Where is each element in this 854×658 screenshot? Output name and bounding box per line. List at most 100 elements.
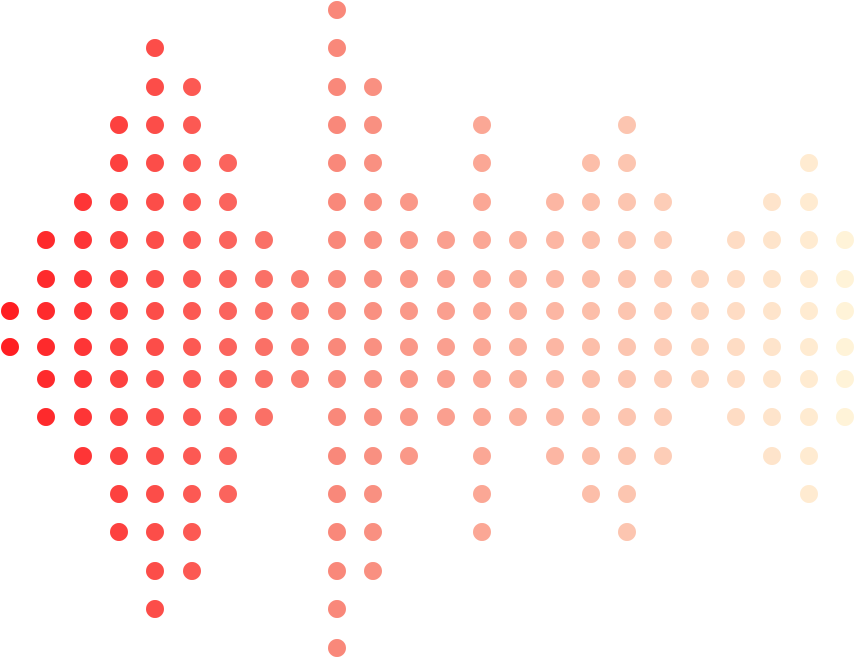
dot (109, 370, 128, 388)
dot (327, 1, 346, 19)
dot (364, 270, 382, 288)
dot (146, 116, 165, 134)
dot (545, 302, 564, 320)
dot (581, 485, 600, 503)
dot (146, 193, 165, 211)
dot (182, 231, 201, 249)
dot (763, 370, 782, 388)
dot (291, 370, 310, 388)
dot (581, 447, 600, 465)
dot (146, 154, 165, 172)
dot (327, 116, 346, 134)
dot (146, 485, 165, 503)
dot (472, 116, 491, 134)
dot (146, 408, 165, 426)
dot (545, 338, 564, 356)
dot (364, 231, 382, 249)
dot (255, 338, 274, 356)
dot (182, 338, 201, 356)
dot (182, 193, 201, 211)
dot (727, 408, 745, 426)
dot (327, 302, 346, 320)
dot (327, 270, 346, 288)
dot (400, 447, 419, 465)
dot (472, 447, 491, 465)
dot (472, 338, 491, 356)
dot (654, 370, 673, 388)
dot (799, 408, 818, 426)
dot (581, 408, 600, 426)
dot (146, 338, 165, 356)
dot (37, 231, 56, 249)
dot (727, 302, 745, 320)
dot (654, 302, 673, 320)
dot (799, 193, 818, 211)
dot (618, 408, 637, 426)
dot (581, 231, 600, 249)
dot (146, 370, 165, 388)
dot (218, 270, 237, 288)
dot (654, 270, 673, 288)
dot (146, 562, 165, 580)
dot (835, 231, 854, 249)
dot (327, 447, 346, 465)
dot (327, 193, 346, 211)
dot (690, 302, 709, 320)
dot (545, 447, 564, 465)
dot (581, 302, 600, 320)
dot (364, 193, 382, 211)
dot (799, 154, 818, 172)
dot (327, 600, 346, 618)
dot (37, 338, 56, 356)
dot (364, 370, 382, 388)
dot (581, 193, 600, 211)
dot (146, 270, 165, 288)
dot (109, 116, 128, 134)
dot (472, 270, 491, 288)
dot (182, 270, 201, 288)
dot (146, 78, 165, 96)
dot (436, 408, 455, 426)
dot (835, 370, 854, 388)
dot (400, 193, 419, 211)
dot (727, 370, 745, 388)
dot (509, 231, 528, 249)
dot (727, 270, 745, 288)
dot (364, 116, 382, 134)
dot (364, 485, 382, 503)
dot (618, 302, 637, 320)
dot (146, 447, 165, 465)
dot (436, 338, 455, 356)
dot (73, 447, 92, 465)
dot (327, 639, 346, 657)
dot (218, 338, 237, 356)
dot (472, 485, 491, 503)
dot (654, 231, 673, 249)
dot (218, 154, 237, 172)
dot (436, 302, 455, 320)
dot (146, 523, 165, 541)
dot (1, 338, 19, 356)
dot (436, 231, 455, 249)
dot (618, 231, 637, 249)
dot (364, 78, 382, 96)
dot (763, 302, 782, 320)
dot (472, 408, 491, 426)
dot (364, 408, 382, 426)
dot (109, 231, 128, 249)
dot (472, 523, 491, 541)
dot (218, 408, 237, 426)
dot (182, 78, 201, 96)
dot (581, 370, 600, 388)
dot (581, 338, 600, 356)
dot (327, 338, 346, 356)
dot (364, 302, 382, 320)
dot (109, 485, 128, 503)
dot (545, 231, 564, 249)
dot (218, 485, 237, 503)
dot (182, 408, 201, 426)
dot (545, 370, 564, 388)
dot (291, 270, 310, 288)
dot (618, 370, 637, 388)
dot (509, 270, 528, 288)
